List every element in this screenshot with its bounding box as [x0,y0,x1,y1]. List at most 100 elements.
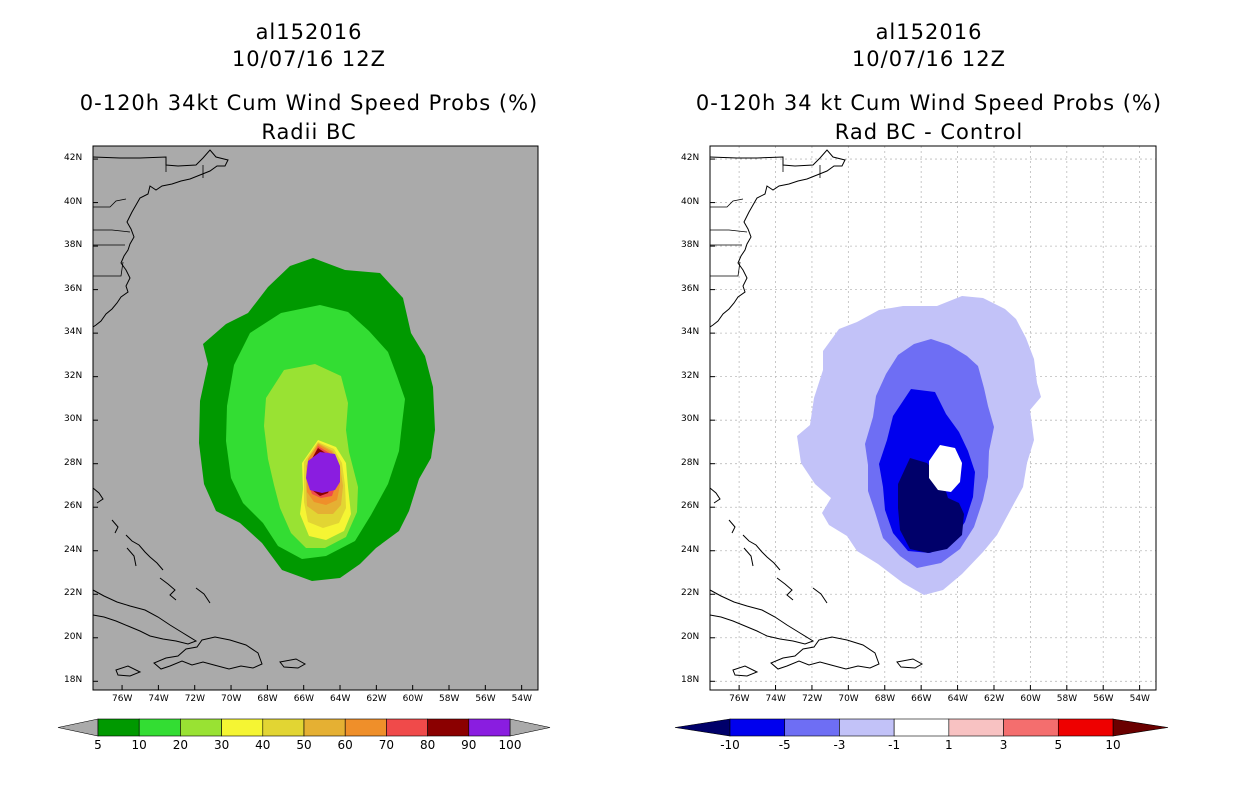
left-colorbar-swatch-2 [180,718,222,737]
left-lon-label: 72W [184,694,206,704]
right-state-border-1 [710,229,748,233]
right-lat-label: 30N [681,414,700,425]
right-map-panel [709,145,1157,691]
left-bahamas-island-2 [125,534,164,571]
right-contours [797,296,1041,595]
left-us-east-coast [92,149,229,328]
left-state-border-3 [93,261,124,277]
right-bahamas-island-4 [812,587,828,604]
left-lon-label: 70W [221,694,242,704]
right-title-main: 0-120h 34 kt Cum Wind Speed Probs (%) [695,91,1163,115]
left-lat-label: 22N [64,588,83,599]
right-lat-label: 28N [681,457,700,468]
left-colorbar-swatch-0 [97,718,140,737]
left-lon-label: 56W [475,694,496,704]
left-lat-label: 40N [64,196,83,207]
right-colorbar-swatch-2 [839,718,895,737]
right-state-border-3 [710,261,741,277]
left-colorbar-swatch-3 [221,718,264,737]
right-state-border-0 [710,198,744,208]
right-contour-band-4 [929,445,962,492]
left-lat-label: 26N [64,501,83,512]
left-colorbar-swatch-4 [262,718,305,737]
left-lon-label: 76W [112,694,133,704]
right-lat-label: 24N [681,544,700,555]
left-contours [199,258,435,581]
right-colorbar-swatch-5 [1003,718,1059,737]
right-us-east-coast [709,149,846,328]
right-colorbar-label: -1 [888,738,901,752]
left-colorbar [57,718,551,737]
right-bahamas-island-5 [743,547,754,567]
right-bahamas-island-1 [728,519,736,534]
right-lat-label: 20N [681,631,700,642]
left-bahamas-island-5 [126,547,137,567]
right-subtitle: Rad BC - Control [834,120,1024,144]
right-lon-label: 76W [729,694,750,704]
right-lon-label: 62W [983,694,1005,704]
left-contour-band-9 [306,452,340,493]
left-colorbar-label: 80 [419,738,436,752]
right-storm-id: al152016 [875,20,983,44]
left-lat-label: 32N [64,370,83,381]
right-lat-label: 22N [681,588,700,599]
right-lon-label: 66W [911,694,932,704]
right-colorbar-label: 1 [945,738,953,752]
left-bahamas-island-1 [111,519,119,534]
right-colorbar-swatch-4 [948,718,1004,737]
left-colorbar-label: 30 [213,738,230,752]
left-lat-label: 28N [64,457,83,468]
right-lon-label: 58W [1056,694,1078,704]
left-colorbar-swatch-1 [138,718,181,737]
right-lat-label: 32N [681,370,700,381]
right-lon-label: 56W [1093,694,1114,704]
left-title-main: 0-120h 34kt Cum Wind Speed Probs (%) [79,91,539,115]
left-hispaniola-outline [153,636,263,670]
right-colorbar-swatch-1 [784,718,840,737]
right-lat-label: 40N [681,196,700,207]
left-ticks [93,158,523,690]
right-lat-label: 18N [681,675,700,686]
left-lon-label: 60W [402,694,424,704]
left-lat-label: 30N [64,414,83,425]
right-lat-label: 42N [681,153,700,164]
left-colorbar-label: 50 [296,738,312,752]
left-lat-label: 20N [64,631,83,642]
left-storm-id: al152016 [255,20,363,44]
right-puerto-rico-outline [896,658,924,669]
left-colorbar-swatch-8 [427,718,470,737]
right-ticks [710,158,1141,690]
right-bahamas-island-3 [776,577,794,601]
right-bahamas-island-2 [742,534,781,571]
right-lon-label: 74W [765,694,786,704]
right-lon-label: 72W [801,694,823,704]
right-lat-label: 26N [681,501,700,512]
right-colorbar-low-arrow [674,718,731,737]
left-lon-label: 68W [257,694,278,704]
right-lat-label: 34N [681,327,700,338]
left-puerto-rico-outline [279,658,307,669]
left-colorbar-low-arrow [57,718,99,737]
right-lon-label: 60W [1020,694,1041,704]
left-lat-label: 38N [64,240,83,251]
left-lon-label: 62W [366,694,387,704]
left-lat-label: 18N [64,675,83,686]
left-lon-label: 54W [511,694,532,704]
right-lon-label: 54W [1129,694,1150,704]
left-bahamas-island-3 [159,577,177,601]
right-colorbar-label: -10 [720,738,740,752]
left-subtitle: Radii BC [261,120,357,144]
right-lon-label: 70W [838,694,859,704]
left-lon-label: 74W [148,694,169,704]
right-hispaniola-outline [770,636,880,670]
left-map-panel [92,145,539,691]
left-colorbar-label: 10 [131,738,147,752]
left-date: 10/07/16 12Z [231,47,387,71]
right-lon-label: 64W [947,694,968,704]
left-lat-label: 34N [64,327,83,338]
left-colorbar-swatch-5 [303,718,346,737]
left-colorbar-label: 60 [337,738,353,752]
left-lon-label: 58W [439,694,460,704]
left-cuba-outline [92,589,198,645]
